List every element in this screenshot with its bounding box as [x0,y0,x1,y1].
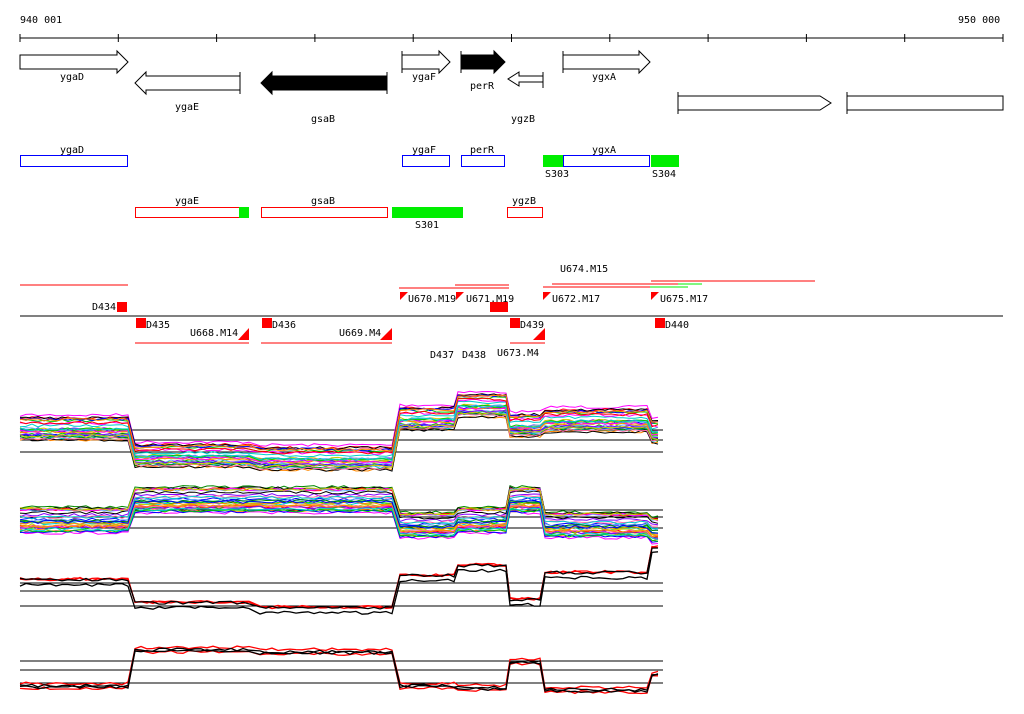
transcript-label: ygzB [512,196,536,207]
profile-line [19,404,659,462]
forward-transcript-track: ygaD ygaF perR ygxA S303 S304 [20,145,679,180]
gene-ygaF[interactable]: ygaF [401,49,451,83]
profile-line [19,649,659,695]
sigma-site-S301[interactable]: S301 [392,207,463,231]
sigma-site-S304[interactable]: S304 [651,155,679,180]
gene-ygaD[interactable]: ygaD [19,49,129,83]
profile-line [19,499,659,532]
gene-ygaE[interactable]: ygaE [134,70,241,113]
sigma-label: S304 [652,169,676,180]
profile-line [19,485,659,518]
transcript-label: ygaE [175,196,199,207]
profile-line [19,504,659,537]
segment-D437[interactable]: D437 [430,350,454,361]
sigma-label: S301 [415,220,439,231]
transcript-ygaF[interactable]: ygaF [402,145,450,167]
transcript-label: ygaD [60,145,84,156]
profile-line [19,487,659,521]
transcript-ygxA[interactable]: ygxA [563,145,650,167]
segment-U672-M17[interactable]: U672.M17 [552,294,600,305]
segment-D438[interactable]: D438 [462,350,486,361]
transcript-ygaE[interactable]: ygaE [135,196,250,218]
gene-perR[interactable]: perR [460,49,506,92]
gene-label: ygzB [511,114,535,125]
gene-label: perR [470,81,495,92]
gene-label: ygaD [60,72,84,83]
profile-line [20,406,659,464]
profile-line [19,411,659,468]
segment-U669-M4[interactable]: U669.M4 [339,328,381,339]
profile-line [19,400,659,458]
expression-profile-panels [19,390,663,695]
transcript-label: ygxA [592,145,616,156]
expression-panel-2 [19,485,663,545]
segment-U675-M17[interactable]: U675.M17 [660,294,708,305]
segment-D435[interactable]: D435 [146,320,170,331]
profile-line [19,390,659,447]
profile-line [19,397,659,455]
transcript-perR[interactable]: perR [461,145,505,167]
segment-U668-M14[interactable]: U668.M14 [190,328,238,339]
expression-panel-3 [19,545,663,615]
profile-line [19,551,659,615]
profile-line [19,406,659,464]
gene-unlabeled-1[interactable] [677,92,832,114]
segment-D440[interactable]: D440 [665,320,689,331]
profile-line [19,505,659,539]
profile-line [19,507,659,541]
expression-panel-4 [19,645,663,695]
gene-ygzB[interactable]: ygzB [507,71,544,125]
profile-line [19,547,659,610]
gene-label: gsaB [311,114,335,125]
sigma-site-S303[interactable]: S303 [543,155,569,180]
profile-line [19,510,659,545]
profile-line [19,499,659,534]
profile-line [19,649,659,694]
segment-U670-M19[interactable]: U670.M19 [408,294,456,305]
gene-label: ygaE [175,102,199,113]
segmentation-track: D434 U670.M19 U671.M19 D437 D438 U672.M1… [20,264,1003,361]
transcript-ygaD[interactable]: ygaD [20,145,128,167]
transcript-label: gsaB [311,196,335,207]
ruler-end-label: 950 000 [958,15,1000,26]
transcript-gsaB[interactable]: gsaB [261,196,388,218]
gene-label: ygxA [592,72,616,83]
profile-line [19,645,659,690]
sigma-label: S303 [545,169,569,180]
profile-line [19,495,659,530]
expression-panel-1 [19,390,663,472]
profile-line [19,394,659,452]
segment-D439[interactable]: D439 [520,320,544,331]
profile-line [19,393,659,450]
segment-D434[interactable]: D434 [92,302,116,313]
gene-label: ygaF [412,72,436,83]
transcript-label: perR [470,145,495,156]
segment-U673-M4[interactable]: U673.M4 [497,348,539,359]
profile-line [19,406,659,464]
gene-track: ygaD ygaE gsaB ygaF perR ygzB [19,49,1004,125]
profile-line [19,413,659,471]
segment-U674-M15[interactable]: U674.M15 [560,264,608,275]
profile-line [19,545,659,610]
gene-gsaB[interactable]: gsaB [260,70,388,125]
gene-ygxA[interactable]: ygxA [562,49,651,83]
reverse-transcript-track: ygaE gsaB ygzB S301 [135,196,543,231]
profile-line [19,404,659,462]
transcript-label: ygaF [412,145,436,156]
segment-D436[interactable]: D436 [272,320,296,331]
profile-line [19,412,659,470]
profile-line [19,492,659,526]
segment-U671-M19[interactable]: U671.M19 [466,294,514,305]
transcript-ygzB[interactable]: ygzB [507,196,543,218]
gene-unlabeled-2[interactable] [846,92,1004,114]
ruler: 940 001 950 000 [19,15,1004,42]
ruler-start-label: 940 001 [20,15,62,26]
